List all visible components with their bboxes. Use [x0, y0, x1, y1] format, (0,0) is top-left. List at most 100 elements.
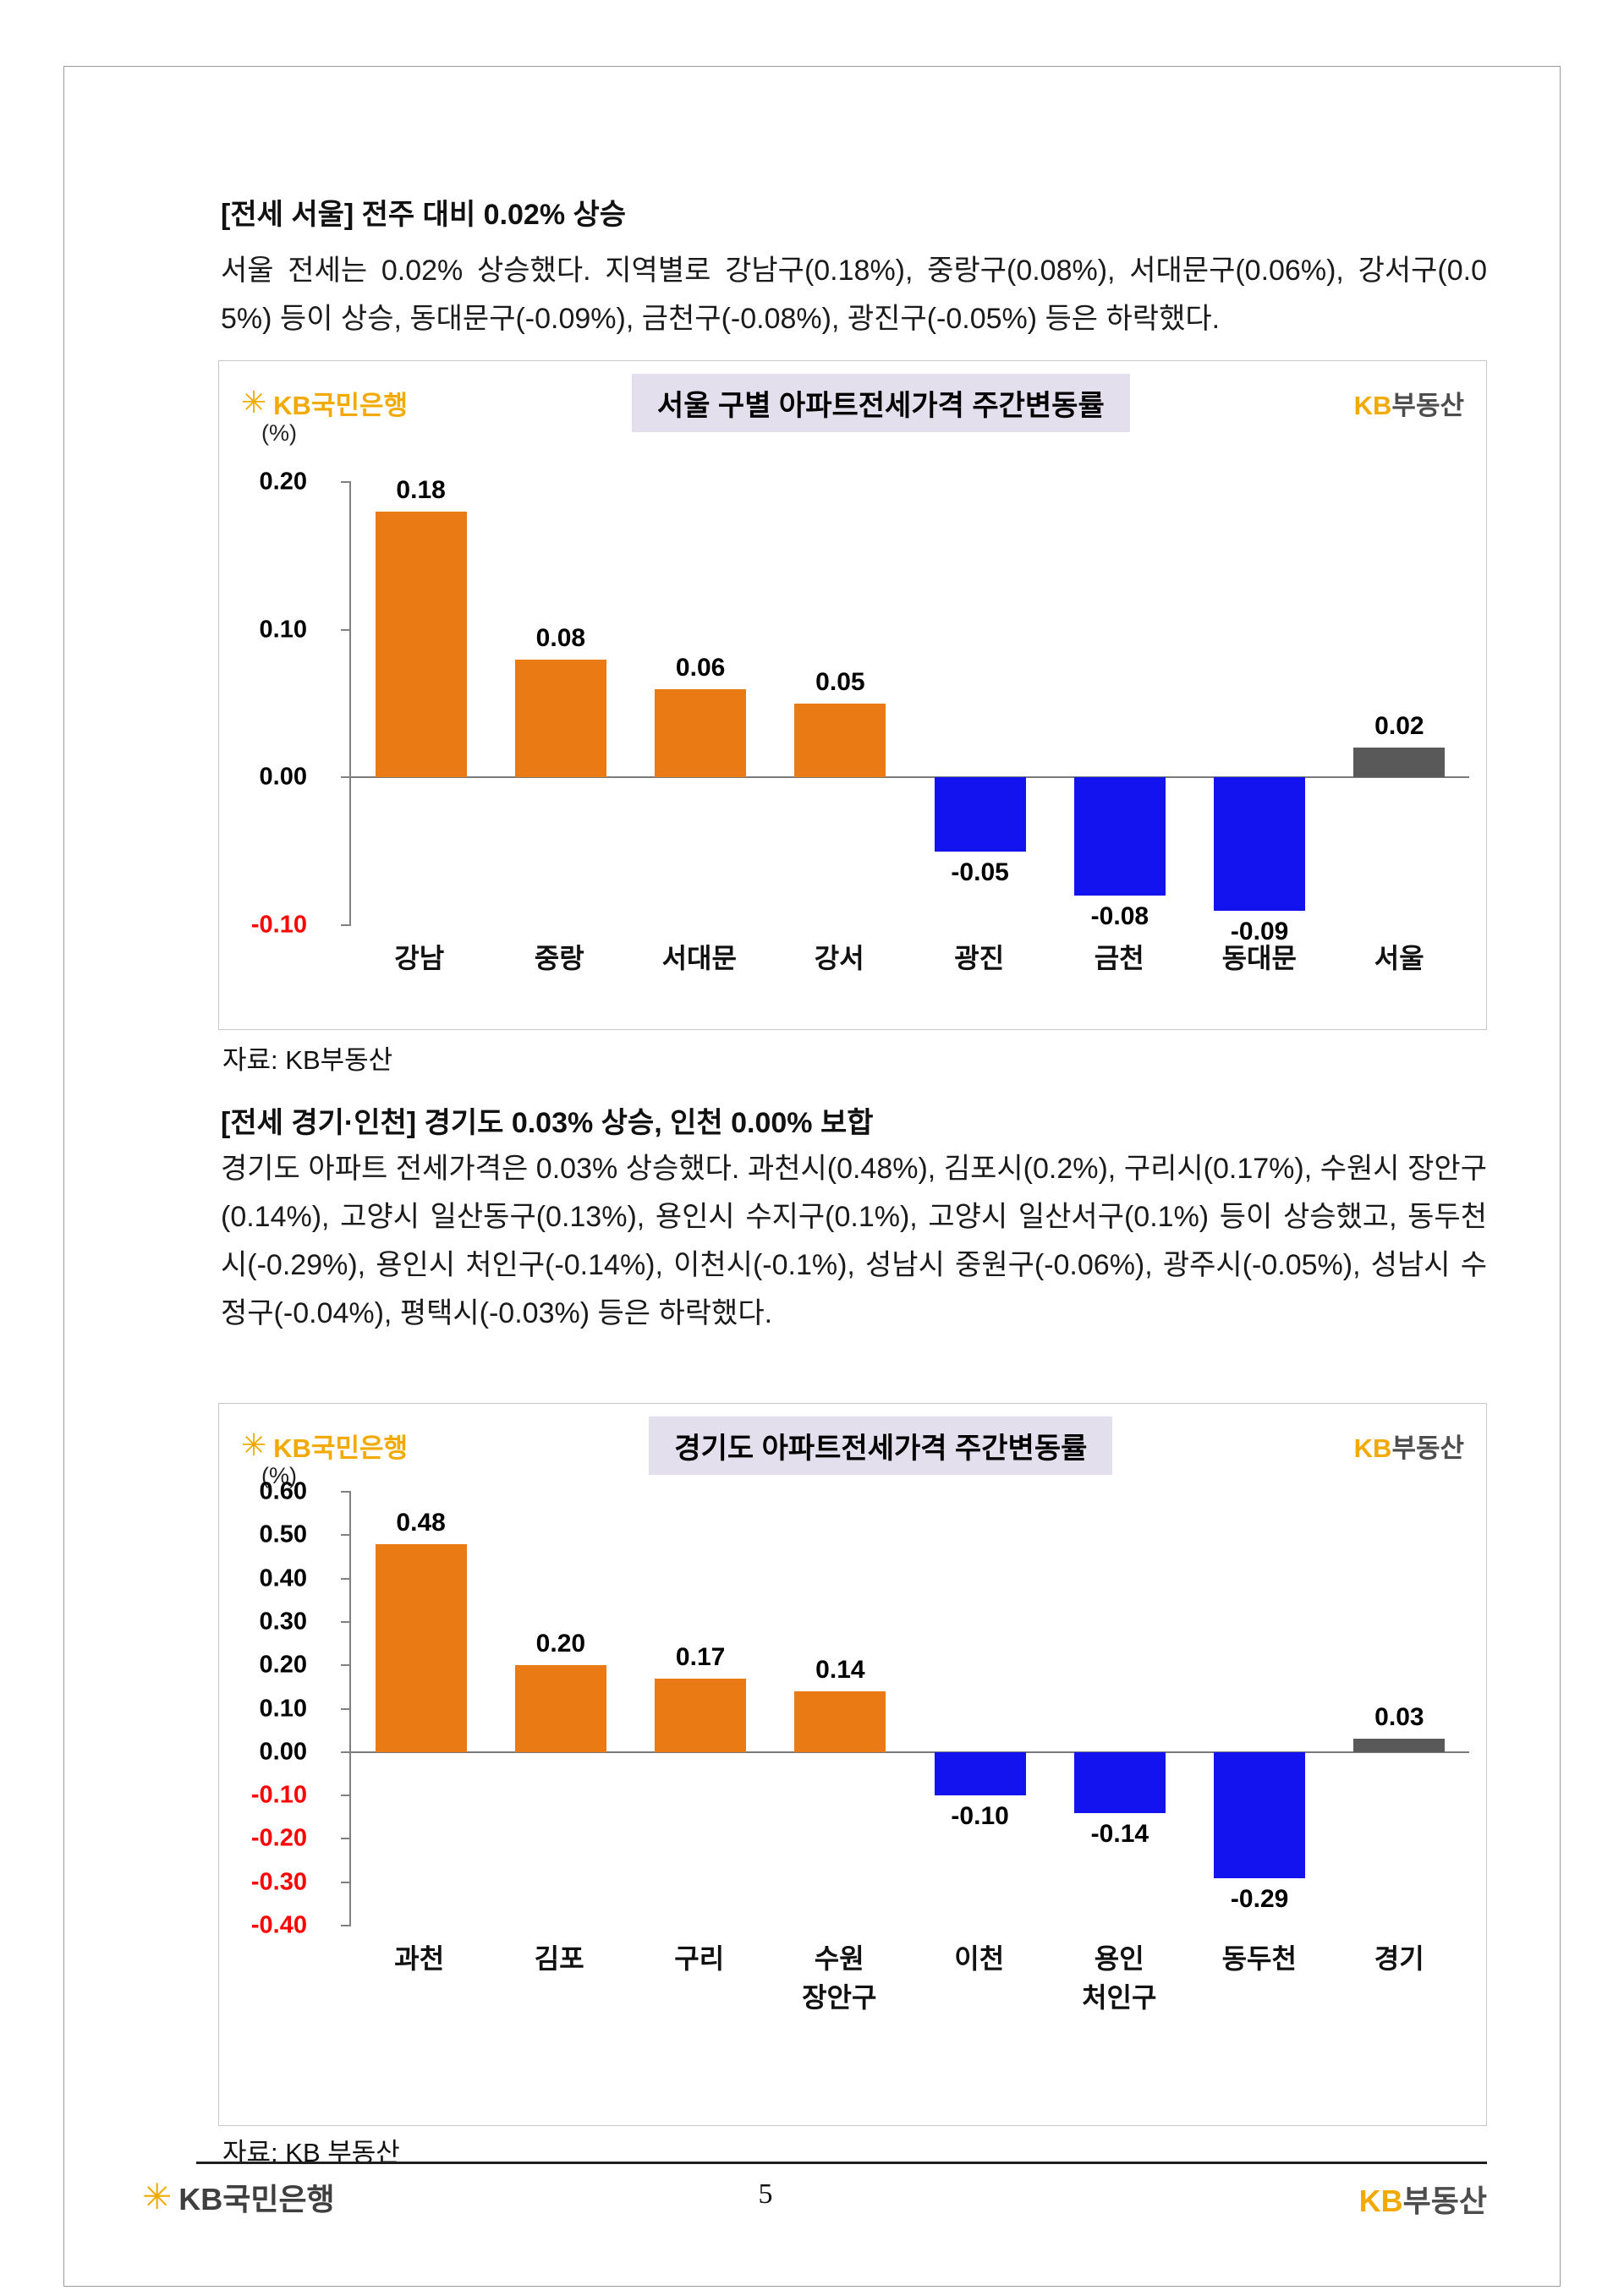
- chart-bar: [655, 1678, 747, 1752]
- kb-real-estate-logo: KB부동산: [1354, 1427, 1464, 1465]
- source-note-seoul: 자료: KB부동산: [222, 1045, 393, 1075]
- y-tick-label: 0.10: [259, 1695, 307, 1722]
- y-tick-label: 0.60: [259, 1477, 307, 1505]
- kb-real-estate-logo-kb: KB: [1353, 1433, 1392, 1463]
- y-tick-mark: [341, 481, 351, 483]
- plot-area: 0.18 0.08 0.06 0.05 -0.05 -0.08 -0.09 0.02: [341, 476, 1469, 945]
- y-axis-unit-label: (%): [261, 1463, 297, 1488]
- x-category-label: 과천: [394, 1943, 445, 1974]
- chart-seoul-jeonse: ✳ KB국민은행 서울 구별 아파트전세가격 주간변동률 KB부동산 (%) 0…: [218, 360, 1487, 1030]
- x-category-label: 서대문: [661, 943, 737, 973]
- x-category-label: 동대문: [1221, 943, 1297, 973]
- y-tick-label: -0.10: [250, 911, 307, 939]
- bar-value-label: -0.08: [1090, 902, 1149, 931]
- kb-real-estate-logo-text: 부동산: [1391, 390, 1464, 420]
- y-tick-mark: [341, 1795, 351, 1797]
- y-tick-mark: [341, 1620, 351, 1623]
- y-tick-mark: [341, 1925, 351, 1926]
- chart-bar: [934, 1751, 1026, 1796]
- section-heading-seoul: [전세 서울] 전주 대비 0.02% 상승: [221, 199, 627, 231]
- kb-kookmin-bank-logo: ✳ KB국민은행: [241, 384, 408, 422]
- bar-value-label: -0.09: [1230, 917, 1289, 945]
- y-tick-mark: [341, 776, 351, 779]
- x-category-label: 광진: [954, 943, 1005, 973]
- kb-real-estate-logo-kb: KB: [1358, 2184, 1403, 2218]
- plot-area: 0.48 0.20 0.17 0.14 -0.10 -0.14 -0.29 0.03: [341, 1491, 1469, 1926]
- y-tick-mark: [341, 924, 351, 926]
- x-category-label: 수원 장안구: [802, 1943, 877, 2013]
- x-category-label: 이천: [954, 1943, 1005, 1974]
- section-body-gyeonggi: 경기도 아파트 전세가격은 0.03% 상승했다. 과천시(0.48%), 김포…: [221, 1153, 1487, 1329]
- chart-bar: [794, 1690, 886, 1752]
- chart-title: 경기도 아파트전세가격 주간변동률: [649, 1416, 1113, 1475]
- bar-value-label: -0.10: [951, 1802, 1009, 1831]
- x-category-label: 김포: [534, 1943, 584, 1974]
- chart-bar: [1073, 777, 1166, 896]
- chart-bar: [655, 688, 747, 778]
- zero-axis-line: [351, 1751, 1469, 1753]
- chart-bar: [1214, 777, 1306, 911]
- y-tick-mark: [341, 1881, 351, 1883]
- bar-value-label: -0.05: [951, 858, 1009, 886]
- bar-value-label: -0.29: [1230, 1884, 1289, 1913]
- bar-value-label: 0.02: [1374, 712, 1424, 741]
- footer-kb-kookmin-bank-logo: ✳ KB국민은행: [142, 2175, 335, 2219]
- x-category-label: 동두천: [1221, 1943, 1297, 1974]
- chart-bar: [375, 1543, 467, 1752]
- chart-gyeonggi-jeonse: ✳ KB국민은행 경기도 아파트전세가격 주간변동률 KB부동산 (%) 0.6…: [218, 1403, 1487, 2126]
- y-tick-mark: [341, 1577, 351, 1580]
- chart-bar: [375, 511, 467, 778]
- x-category-label: 서울: [1374, 943, 1424, 973]
- x-category-label: 금천: [1094, 943, 1144, 973]
- kb-real-estate-logo: KB부동산: [1354, 384, 1464, 422]
- chart-header: ✳ KB국민은행 경기도 아파트전세가격 주간변동률 KB부동산: [241, 1416, 1464, 1475]
- footer-kb-real-estate-logo: KB부동산: [1359, 2177, 1487, 2221]
- chart-bar: [934, 777, 1026, 852]
- x-axis-category-labels: 강남 중랑 서대문 강서 광진 금천 동대문 서울: [349, 939, 1469, 1032]
- page-number: 5: [758, 2178, 773, 2210]
- x-axis-category-labels: 과천 김포 구리 수원 장안구 이천 용인 처인구 동두천 경기: [349, 1939, 1469, 2032]
- bar-value-label: 0.17: [675, 1642, 726, 1671]
- y-tick-label: 0.20: [259, 1651, 307, 1679]
- chart-bar: [1073, 1751, 1166, 1813]
- kb-star-icon: ✳: [241, 385, 267, 419]
- y-tick-label: 0.50: [259, 1521, 307, 1548]
- y-tick-label: 0.00: [259, 1738, 307, 1766]
- kb-bank-logo-text: KB국민은행: [273, 1433, 409, 1463]
- section-body-seoul: 서울 전세는 0.02% 상승했다. 지역별로 강남구(0.18%), 중랑구(…: [221, 255, 1487, 335]
- kb-real-estate-logo-text: 부동산: [1402, 2184, 1487, 2218]
- kb-real-estate-logo-text: 부동산: [1391, 1433, 1464, 1463]
- bar-value-label: 0.03: [1374, 1703, 1424, 1732]
- y-tick-mark: [341, 1707, 351, 1710]
- y-tick-mark: [341, 628, 351, 631]
- chart-bar: [1353, 748, 1446, 778]
- chart-bar: [1214, 1751, 1306, 1878]
- zero-axis-line: [351, 776, 1469, 779]
- y-tick-label: 0.20: [259, 468, 307, 496]
- y-axis-unit-label: (%): [261, 420, 297, 446]
- bar-value-label: 0.48: [396, 1508, 446, 1537]
- footer-bank-name: KB국민은행: [178, 2182, 335, 2217]
- kb-star-icon: ✳: [142, 2177, 173, 2217]
- x-category-label: 경기: [1374, 1943, 1424, 1974]
- y-tick-label: 0.00: [259, 763, 307, 791]
- x-category-label: 중랑: [534, 943, 584, 973]
- bar-value-label: 0.20: [535, 1630, 586, 1658]
- x-category-label: 강서: [814, 943, 864, 973]
- y-tick-mark: [341, 1664, 351, 1667]
- kb-kookmin-bank-logo: ✳ KB국민은행: [241, 1427, 408, 1465]
- kb-star-icon: ✳: [241, 1427, 267, 1462]
- kb-real-estate-logo-kb: KB: [1353, 390, 1392, 420]
- chart-bar: [1353, 1739, 1446, 1752]
- y-tick-mark: [341, 1491, 351, 1493]
- y-tick-label: -0.20: [250, 1824, 307, 1852]
- bar-value-label: -0.14: [1090, 1819, 1149, 1848]
- y-axis-tick-labels: 0.60 0.50 0.40 0.30 0.20 0.10 0.00 -0.10 -0.20 -0…: [219, 1478, 349, 1939]
- bar-value-label: 0.06: [675, 653, 726, 682]
- bar-value-label: 0.08: [535, 623, 586, 652]
- y-tick-mark: [341, 1838, 351, 1840]
- y-tick-label: -0.10: [250, 1781, 307, 1809]
- y-tick-mark: [341, 1534, 351, 1537]
- x-category-label: 용인 처인구: [1082, 1943, 1157, 2013]
